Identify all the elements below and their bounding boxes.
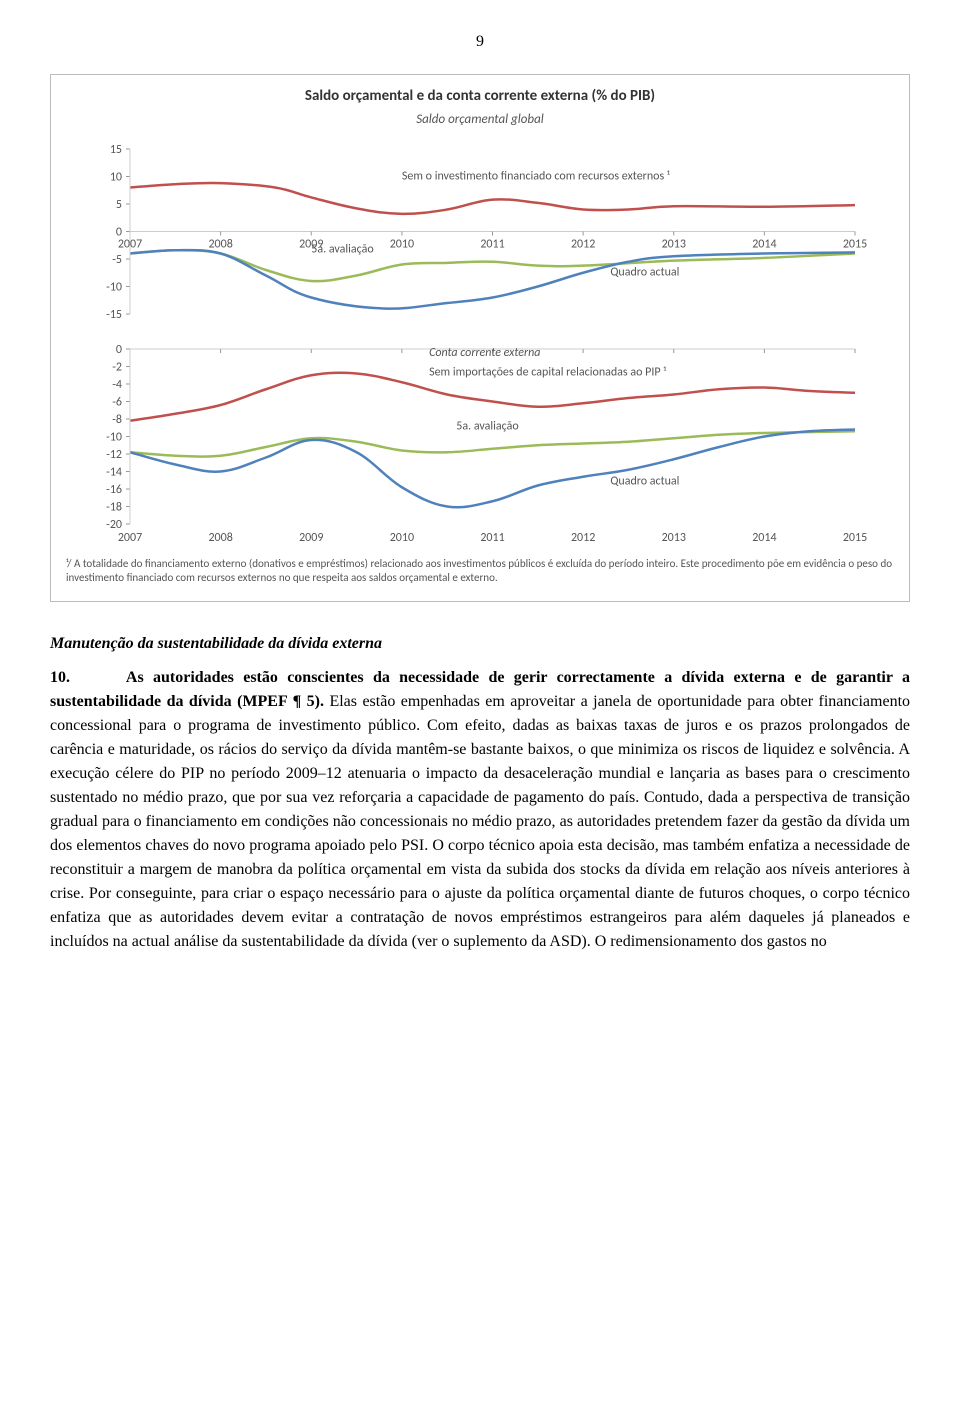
chart-footnote: ¹/ A totalidade do financiamento externo…	[66, 557, 894, 586]
svg-text:Quadro actual: Quadro actual	[610, 475, 679, 489]
svg-text:-10: -10	[106, 281, 122, 295]
svg-text:2013: 2013	[662, 238, 686, 252]
svg-text:Conta corrente externa: Conta corrente externa	[429, 346, 540, 360]
svg-text:2013: 2013	[662, 531, 686, 545]
svg-text:2011: 2011	[480, 238, 504, 252]
svg-text:-16: -16	[106, 483, 122, 497]
svg-text:-6: -6	[112, 396, 122, 410]
para-number: 10.	[50, 669, 70, 686]
svg-text:10: 10	[110, 171, 122, 185]
svg-text:Sem importações de capital rel: Sem importações de capital relacionadas …	[429, 365, 666, 379]
svg-text:-14: -14	[106, 466, 122, 480]
svg-text:-8: -8	[112, 413, 122, 427]
svg-text:2014: 2014	[752, 531, 776, 545]
svg-text:-4: -4	[112, 378, 122, 392]
svg-text:2011: 2011	[480, 531, 504, 545]
svg-text:-20: -20	[106, 518, 122, 532]
svg-text:2012: 2012	[571, 531, 595, 545]
svg-text:Quadro actual: Quadro actual	[610, 266, 679, 280]
paragraph-10: 10. As autoridades estão conscientes da …	[50, 666, 910, 954]
svg-text:2008: 2008	[208, 531, 232, 545]
svg-text:2010: 2010	[390, 238, 414, 252]
svg-text:Sem o investimento financiado: Sem o investimento financiado com recurs…	[402, 169, 670, 183]
chart-container: Saldo orçamental e da conta corrente ext…	[50, 74, 910, 602]
svg-text:5: 5	[116, 198, 122, 212]
svg-text:-10: -10	[106, 431, 122, 445]
svg-text:2009: 2009	[299, 531, 323, 545]
svg-text:-5: -5	[112, 253, 122, 267]
svg-text:2008: 2008	[208, 238, 232, 252]
chart2: -20-18-16-14-12-10-8-6-4-202007200820092…	[66, 339, 894, 549]
svg-text:2010: 2010	[390, 531, 414, 545]
svg-text:-2: -2	[112, 361, 122, 375]
svg-text:2015: 2015	[843, 531, 867, 545]
svg-text:0: 0	[116, 343, 122, 357]
chart1: -15-10-505101520072008200920102011201220…	[66, 139, 894, 339]
svg-text:15: 15	[110, 143, 122, 157]
svg-text:2015: 2015	[843, 238, 867, 252]
svg-text:5a. avaliação: 5a. avaliação	[311, 242, 373, 256]
para-rest: Elas estão empenhadas em aproveitar a ja…	[50, 693, 910, 950]
svg-text:2007: 2007	[118, 531, 142, 545]
svg-text:-12: -12	[106, 448, 122, 462]
svg-text:-15: -15	[106, 308, 122, 322]
chart-main-title: Saldo orçamental e da conta corrente ext…	[66, 85, 894, 108]
chart1-subtitle: Saldo orçamental global	[66, 110, 894, 130]
section-heading: Manutenção da sustentabilidade da dívida…	[50, 632, 910, 656]
page-number: 9	[50, 30, 910, 54]
svg-text:5a. avaliação: 5a. avaliação	[456, 420, 518, 434]
svg-text:-18: -18	[106, 501, 122, 515]
svg-text:2012: 2012	[571, 238, 595, 252]
svg-text:2014: 2014	[752, 238, 776, 252]
